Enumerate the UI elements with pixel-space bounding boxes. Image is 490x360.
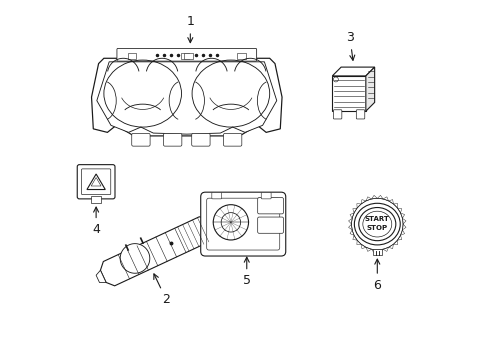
FancyBboxPatch shape bbox=[356, 110, 365, 119]
Polygon shape bbox=[348, 219, 352, 224]
Polygon shape bbox=[366, 247, 371, 251]
FancyBboxPatch shape bbox=[117, 48, 257, 61]
FancyBboxPatch shape bbox=[261, 193, 271, 199]
FancyBboxPatch shape bbox=[212, 193, 221, 199]
FancyBboxPatch shape bbox=[201, 192, 286, 256]
Polygon shape bbox=[371, 249, 377, 253]
FancyBboxPatch shape bbox=[77, 165, 115, 199]
FancyBboxPatch shape bbox=[81, 169, 111, 195]
Polygon shape bbox=[357, 204, 361, 208]
Polygon shape bbox=[377, 195, 383, 199]
Bar bbox=[184, 53, 193, 59]
FancyBboxPatch shape bbox=[258, 198, 283, 214]
Text: 6: 6 bbox=[373, 259, 381, 292]
FancyBboxPatch shape bbox=[258, 217, 283, 233]
FancyBboxPatch shape bbox=[192, 134, 210, 146]
Text: STOP: STOP bbox=[367, 225, 388, 231]
FancyBboxPatch shape bbox=[333, 110, 342, 119]
Polygon shape bbox=[332, 67, 375, 76]
Polygon shape bbox=[348, 224, 352, 230]
FancyBboxPatch shape bbox=[164, 134, 182, 146]
Bar bbox=[91, 196, 101, 203]
Polygon shape bbox=[400, 213, 405, 219]
FancyBboxPatch shape bbox=[223, 134, 242, 146]
Bar bbox=[128, 53, 136, 59]
Polygon shape bbox=[350, 230, 354, 235]
Text: 5: 5 bbox=[243, 257, 251, 287]
Polygon shape bbox=[100, 217, 216, 286]
Polygon shape bbox=[357, 240, 361, 244]
Text: 3: 3 bbox=[346, 31, 355, 60]
Polygon shape bbox=[361, 199, 366, 204]
Polygon shape bbox=[397, 235, 402, 240]
Polygon shape bbox=[400, 230, 405, 235]
Polygon shape bbox=[120, 244, 150, 273]
Polygon shape bbox=[353, 235, 357, 240]
Bar bbox=[373, 249, 382, 255]
Polygon shape bbox=[366, 67, 375, 111]
Polygon shape bbox=[350, 213, 354, 219]
Text: START: START bbox=[365, 216, 390, 222]
Polygon shape bbox=[389, 199, 393, 204]
Text: 1: 1 bbox=[186, 15, 194, 42]
Polygon shape bbox=[361, 244, 366, 249]
Polygon shape bbox=[366, 197, 371, 201]
Polygon shape bbox=[371, 195, 377, 199]
Polygon shape bbox=[402, 219, 406, 224]
Polygon shape bbox=[383, 197, 389, 201]
Polygon shape bbox=[402, 224, 406, 230]
Polygon shape bbox=[377, 249, 383, 253]
Polygon shape bbox=[332, 76, 366, 111]
Polygon shape bbox=[383, 247, 389, 251]
Text: 4: 4 bbox=[92, 207, 100, 236]
Polygon shape bbox=[92, 58, 282, 136]
Text: 2: 2 bbox=[154, 274, 170, 306]
Polygon shape bbox=[393, 240, 398, 244]
Bar bbox=[237, 53, 245, 59]
FancyBboxPatch shape bbox=[132, 134, 150, 146]
Polygon shape bbox=[393, 204, 398, 208]
Polygon shape bbox=[353, 208, 357, 213]
Polygon shape bbox=[96, 270, 106, 283]
Polygon shape bbox=[97, 62, 277, 134]
Polygon shape bbox=[389, 244, 393, 249]
Polygon shape bbox=[397, 208, 402, 213]
Bar bbox=[181, 53, 189, 59]
